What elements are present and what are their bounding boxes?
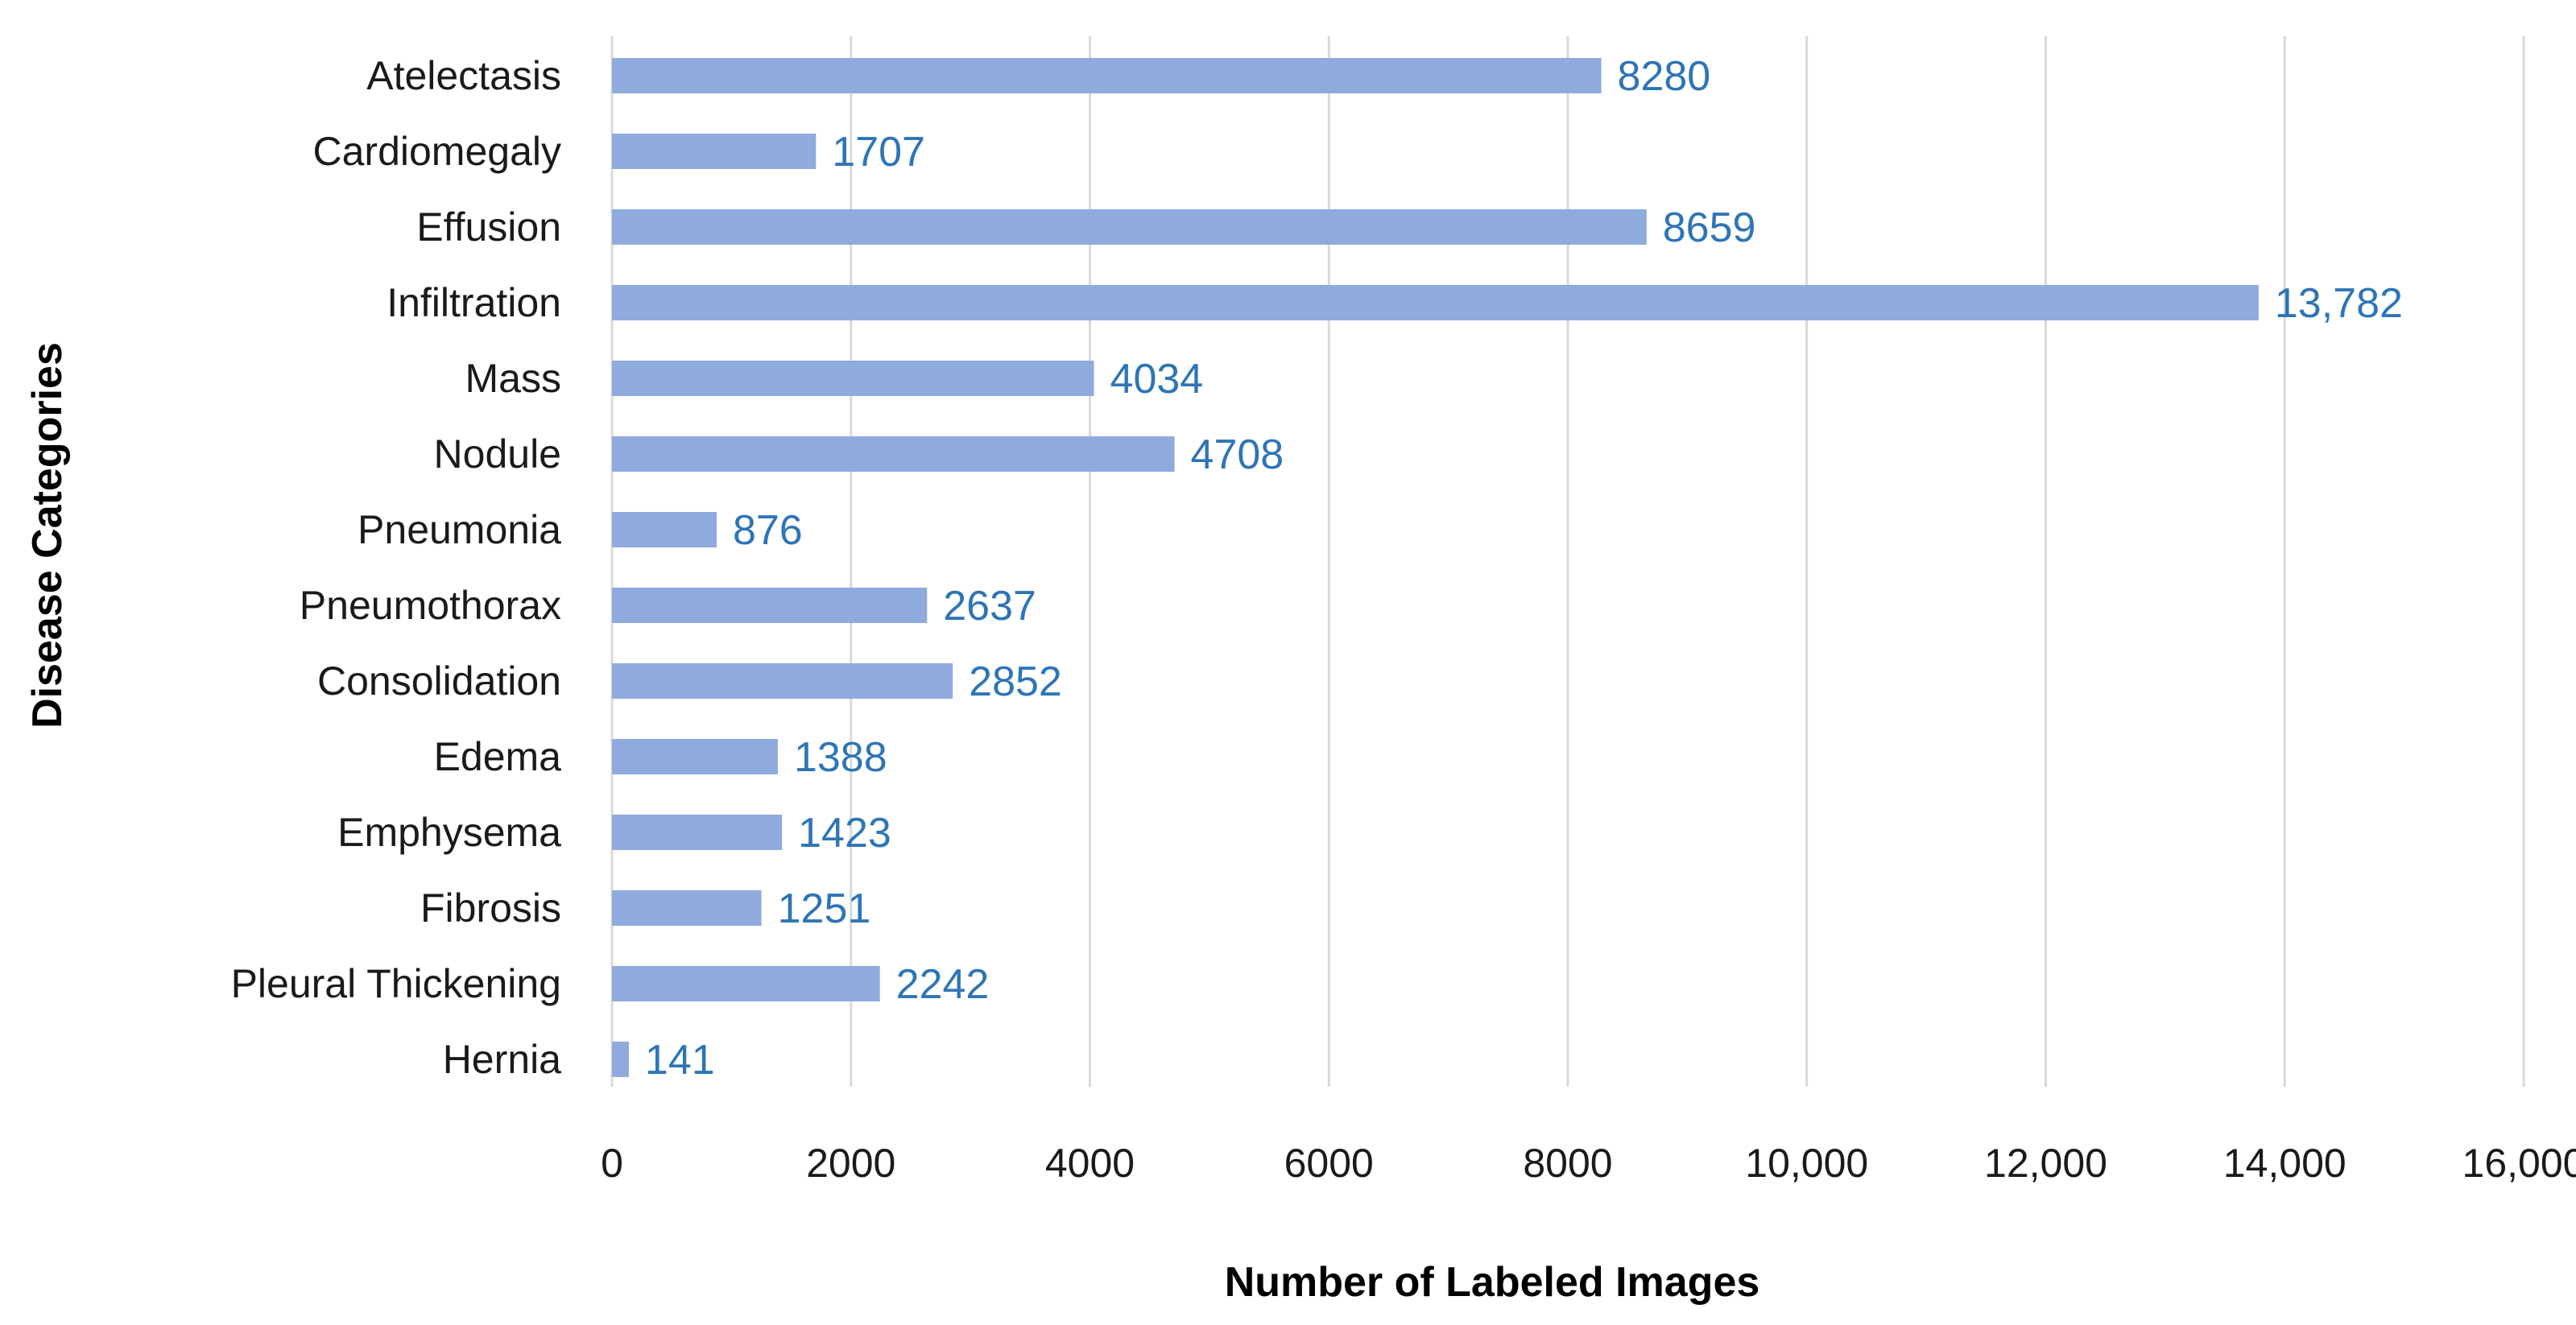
category-label: Atelectasis [366, 53, 561, 98]
data-label: 4708 [1191, 431, 1284, 478]
bar [612, 890, 762, 926]
data-labels: 8280 1707 8659 13,782 4034 4708 876 2637 2852 138… [645, 53, 2403, 1084]
x-tick-label: 10,000 [1745, 1141, 1868, 1186]
data-label: 1423 [798, 810, 891, 857]
data-label: 2637 [943, 583, 1036, 629]
category-label: Effusion [416, 204, 561, 250]
bar [612, 588, 928, 623]
x-tick-labels: 0 2000 4000 6000 8000 10,000 12,000 14,000 16,00… [601, 1141, 2576, 1186]
x-tick-label: 4000 [1045, 1141, 1135, 1186]
category-label: Mass [465, 356, 561, 401]
bar [612, 1042, 629, 1077]
bar [612, 663, 953, 699]
category-label: Pleural Thickening [231, 961, 561, 1006]
bar [612, 285, 2259, 320]
data-label: 2852 [969, 658, 1062, 705]
x-tick-label: 0 [601, 1141, 623, 1186]
category-label: Consolidation [317, 658, 561, 704]
category-label: Hernia [443, 1037, 561, 1082]
bar [612, 361, 1094, 396]
x-axis-title: Number of Labeled Images [1225, 1259, 1760, 1306]
bar [612, 739, 778, 774]
category-label: Pneumonia [358, 507, 561, 552]
x-tick-label: 14,000 [2223, 1141, 2347, 1186]
data-label: 13,782 [2275, 280, 2403, 327]
bar [612, 58, 1602, 93]
x-tick-label: 2000 [806, 1141, 895, 1186]
category-label: Infiltration [387, 280, 561, 325]
data-label: 8280 [1618, 53, 1711, 100]
bar [612, 815, 783, 850]
category-label: Fibrosis [420, 885, 561, 931]
bar [612, 966, 880, 1001]
category-label: Edema [434, 734, 562, 779]
category-label: Cardiomegaly [313, 129, 561, 174]
category-label: Nodule [434, 431, 561, 477]
data-label: 8659 [1663, 204, 1756, 251]
data-label: 1707 [832, 129, 925, 175]
bar [612, 209, 1647, 245]
data-label: 1251 [778, 885, 871, 932]
data-label: 876 [733, 507, 803, 554]
data-label: 4034 [1110, 356, 1204, 402]
bar [612, 512, 717, 547]
gridlines [610, 36, 2525, 1087]
data-label: 1388 [794, 734, 887, 781]
x-tick-label: 16,000 [2462, 1141, 2576, 1186]
y-axis-title: Disease Categories [24, 342, 71, 729]
bar [612, 134, 817, 169]
x-tick-label: 6000 [1284, 1141, 1374, 1186]
bar [612, 436, 1175, 472]
x-tick-label: 8000 [1523, 1141, 1612, 1186]
category-label: Pneumothorax [300, 583, 561, 628]
data-label: 2242 [896, 961, 990, 1008]
bars [612, 58, 2259, 1077]
data-label: 141 [645, 1037, 715, 1084]
category-labels: Atelectasis Cardiomegaly Effusion Infiltrat… [231, 53, 562, 1082]
x-tick-label: 12,000 [1984, 1141, 2107, 1186]
category-label: Emphysema [337, 810, 561, 855]
